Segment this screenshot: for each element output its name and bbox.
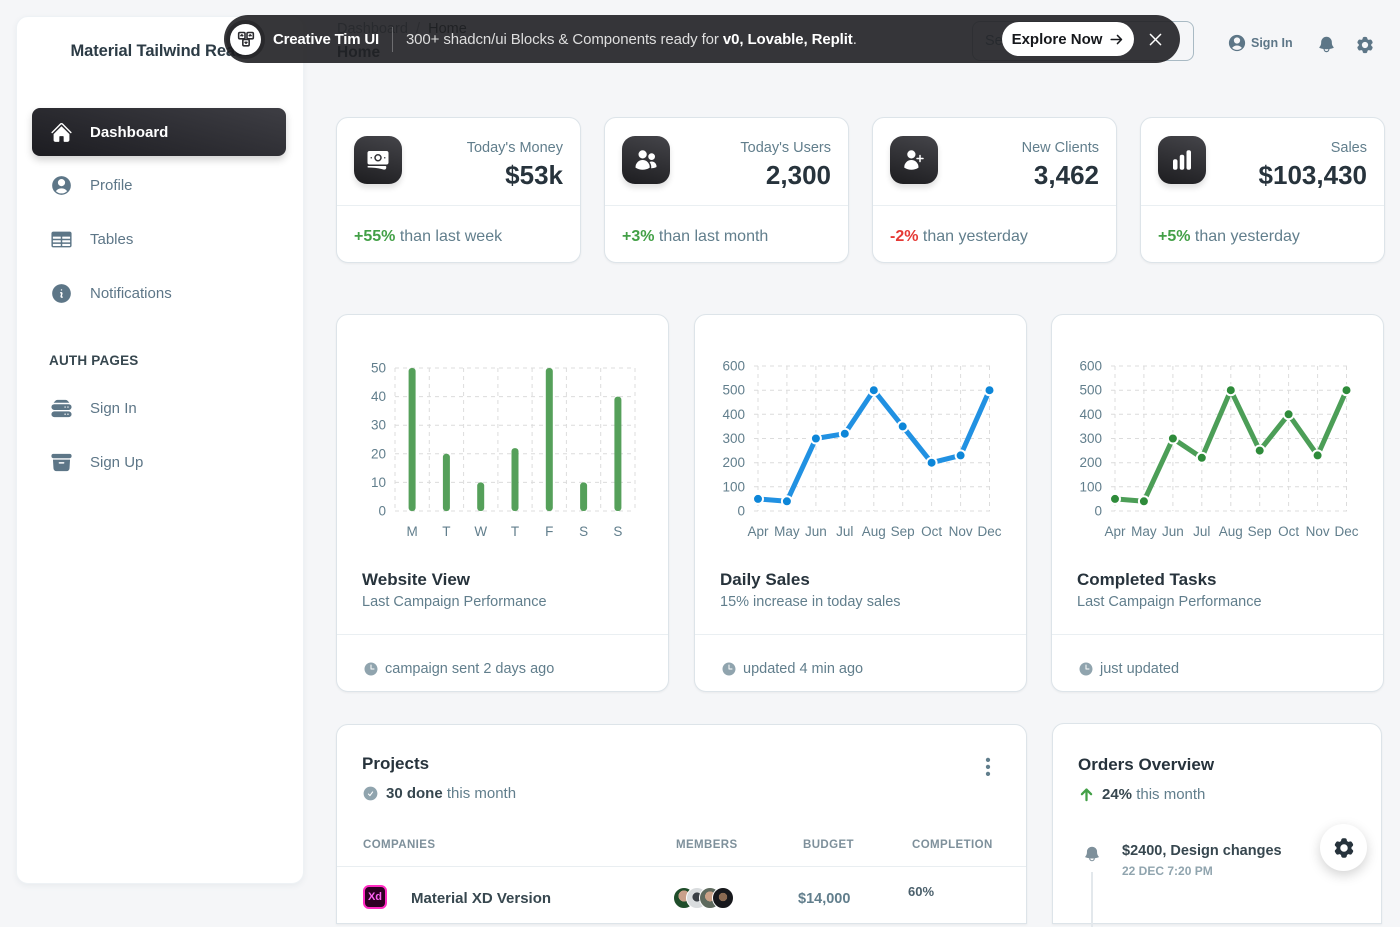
svg-text:S: S: [613, 524, 622, 539]
svg-text:400: 400: [722, 407, 745, 422]
svg-text:40: 40: [371, 389, 386, 404]
svg-text:Sep: Sep: [891, 524, 915, 539]
svg-text:500: 500: [1079, 383, 1102, 398]
svg-text:M: M: [406, 524, 417, 539]
svg-text:100: 100: [722, 479, 745, 494]
svg-text:May: May: [774, 524, 800, 539]
svg-text:300: 300: [722, 431, 745, 446]
svg-text:Apr: Apr: [747, 524, 769, 539]
svg-text:20: 20: [371, 446, 386, 461]
svg-text:10: 10: [371, 475, 386, 490]
svg-text:500: 500: [722, 383, 745, 398]
svg-text:Dec: Dec: [977, 524, 1001, 539]
svg-text:200: 200: [722, 455, 745, 470]
svg-text:400: 400: [1079, 407, 1102, 422]
svg-text:0: 0: [1094, 504, 1102, 519]
svg-text:30: 30: [371, 418, 386, 433]
svg-text:100: 100: [1079, 479, 1102, 494]
svg-text:Oct: Oct: [1278, 524, 1299, 539]
svg-text:Sep: Sep: [1248, 524, 1272, 539]
svg-text:Oct: Oct: [921, 524, 942, 539]
svg-text:50: 50: [371, 361, 386, 376]
svg-text:T: T: [442, 524, 450, 539]
svg-text:Jun: Jun: [805, 524, 827, 539]
svg-text:S: S: [579, 524, 588, 539]
svg-text:Dec: Dec: [1334, 524, 1358, 539]
svg-text:0: 0: [378, 504, 386, 519]
svg-text:300: 300: [1079, 431, 1102, 446]
svg-text:Nov: Nov: [949, 524, 973, 539]
svg-text:Apr: Apr: [1104, 524, 1126, 539]
svg-text:May: May: [1131, 524, 1157, 539]
svg-text:0: 0: [737, 504, 745, 519]
svg-text:Jul: Jul: [836, 524, 853, 539]
svg-text:Aug: Aug: [862, 524, 886, 539]
svg-text:Jun: Jun: [1162, 524, 1184, 539]
svg-text:600: 600: [722, 359, 745, 374]
svg-text:Aug: Aug: [1219, 524, 1243, 539]
svg-text:Nov: Nov: [1306, 524, 1330, 539]
svg-text:Jul: Jul: [1193, 524, 1210, 539]
svg-text:F: F: [545, 524, 553, 539]
svg-text:W: W: [474, 524, 487, 539]
svg-text:200: 200: [1079, 455, 1102, 470]
svg-text:T: T: [511, 524, 519, 539]
svg-text:600: 600: [1079, 359, 1102, 374]
